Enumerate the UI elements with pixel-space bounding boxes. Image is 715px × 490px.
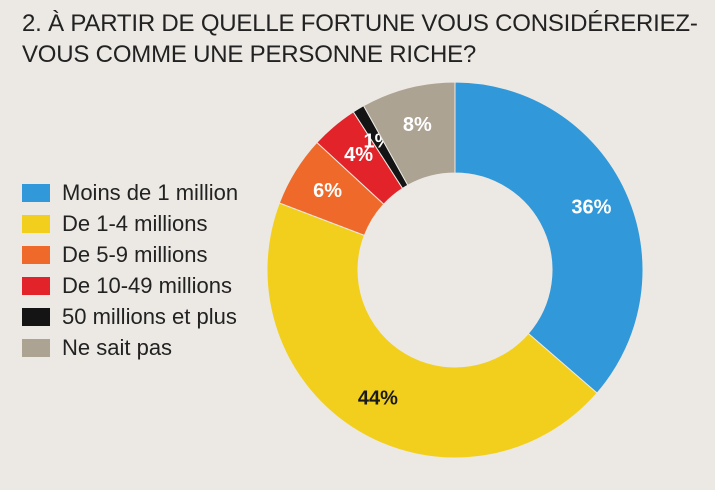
legend-label: De 10-49 millions: [62, 272, 232, 298]
title-line-2: VOUS COMME UNE PERSONNE RICHE?: [22, 41, 477, 68]
legend-item: 50 millions et plus: [22, 301, 238, 332]
legend-swatch: [22, 183, 50, 202]
chart-legend: Moins de 1 million De 1-4 millions De 5-…: [22, 177, 238, 363]
legend-swatch: [22, 276, 50, 295]
legend-label: De 1-4 millions: [62, 210, 208, 236]
chart-title: 2. À PARTIR DE QUELLE FORTUNE VOUS CONSI…: [22, 8, 698, 70]
legend-label: Ne sait pas: [62, 334, 173, 360]
legend-swatch: [22, 338, 50, 357]
slice-value-label: 6%: [313, 180, 342, 202]
legend-item: Moins de 1 million: [22, 177, 238, 208]
slice-value-label: 44%: [358, 388, 398, 410]
slice-value-label: 8%: [403, 114, 432, 136]
legend-item: De 10-49 millions: [22, 270, 238, 301]
slice-value-label: 4%: [344, 144, 373, 166]
title-line-1: 2. À PARTIR DE QUELLE FORTUNE VOUS CONSI…: [22, 10, 698, 37]
legend-item: De 5-9 millions: [22, 239, 238, 270]
donut-slice: [362, 81, 456, 186]
legend-label: 50 millions et plus: [62, 303, 237, 329]
legend-item: Ne sait pas: [22, 332, 238, 363]
legend-swatch: [22, 245, 50, 264]
legend-swatch: [22, 307, 50, 326]
donut-slice: [454, 81, 644, 394]
legend-label: De 5-9 millions: [62, 241, 208, 267]
slice-value-label: 36%: [571, 197, 611, 219]
legend-label: Moins de 1 million: [62, 179, 239, 205]
legend-swatch: [22, 214, 50, 233]
legend-item: De 1-4 millions: [22, 208, 238, 239]
donut-slice: [266, 202, 598, 459]
